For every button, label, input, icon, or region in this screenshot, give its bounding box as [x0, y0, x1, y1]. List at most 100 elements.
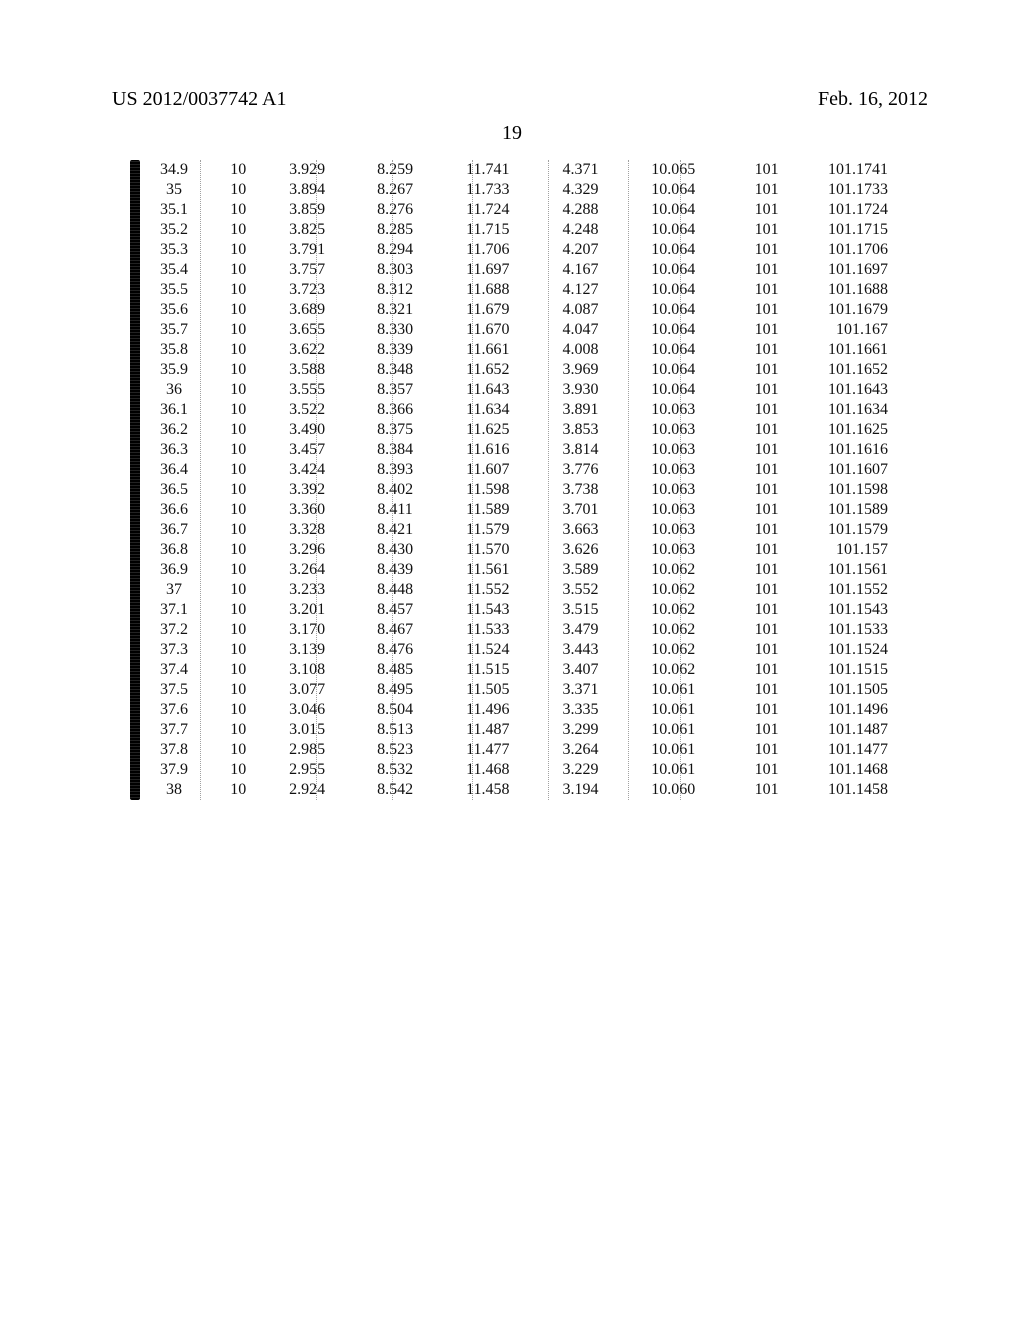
- table-cell: 8.259: [350, 160, 440, 180]
- table-cell: 37: [136, 580, 212, 600]
- table-cell: 10: [212, 380, 264, 400]
- table-cell: 4.167: [535, 260, 625, 280]
- table-cell: 101: [721, 180, 783, 200]
- table-cell: 101: [721, 440, 783, 460]
- table-cell: 3.443: [535, 640, 625, 660]
- table-row: 36103.5558.35711.6433.93010.064101101.16…: [136, 380, 892, 400]
- table-cell: 3.589: [535, 560, 625, 580]
- table-cell: 101.1533: [783, 620, 892, 640]
- table-cell: 10: [212, 220, 264, 240]
- table-cell: 10: [212, 660, 264, 680]
- table-row: 37.1103.2018.45711.5433.51510.062101101.…: [136, 600, 892, 620]
- table-cell: 3.655: [264, 320, 350, 340]
- table-cell: 8.294: [350, 240, 440, 260]
- table-cell: 10: [212, 560, 264, 580]
- publication-number: US 2012/0037742 A1: [112, 88, 286, 111]
- table-cell: 2.924: [264, 780, 350, 800]
- table-cell: 101: [721, 640, 783, 660]
- table-row: 35.8103.6228.33911.6614.00810.064101101.…: [136, 340, 892, 360]
- table-cell: 8.366: [350, 400, 440, 420]
- table-cell: 10: [212, 180, 264, 200]
- table-cell: 8.339: [350, 340, 440, 360]
- table-cell: 10.061: [626, 740, 721, 760]
- table-cell: 35: [136, 180, 212, 200]
- table-cell: 10.062: [626, 660, 721, 680]
- table-cell: 10.062: [626, 560, 721, 580]
- table-cell: 101.1634: [783, 400, 892, 420]
- table-cell: 3.296: [264, 540, 350, 560]
- page: US 2012/0037742 A1 Feb. 16, 2012 19 34.9…: [0, 0, 1024, 1320]
- table-cell: 101.1706: [783, 240, 892, 260]
- data-table-wrap: 34.9103.9298.25911.7414.37110.065101101.…: [136, 160, 892, 800]
- table-cell: 11.496: [440, 700, 535, 720]
- table-cell: 101: [721, 780, 783, 800]
- table-cell: 11.589: [440, 500, 535, 520]
- table-cell: 3.738: [535, 480, 625, 500]
- table-cell: 36.8: [136, 540, 212, 560]
- table-cell: 11.652: [440, 360, 535, 380]
- table-cell: 11.515: [440, 660, 535, 680]
- table-cell: 10.064: [626, 200, 721, 220]
- table-cell: 38: [136, 780, 212, 800]
- table-cell: 10: [212, 360, 264, 380]
- table-cell: 101: [721, 480, 783, 500]
- table-row: 35.4103.7578.30311.6974.16710.064101101.…: [136, 260, 892, 280]
- table-cell: 101: [721, 680, 783, 700]
- table-cell: 10: [212, 420, 264, 440]
- table-cell: 10.063: [626, 540, 721, 560]
- table-cell: 8.467: [350, 620, 440, 640]
- table-cell: 101.1458: [783, 780, 892, 800]
- table-row: 37.2103.1708.46711.5333.47910.062101101.…: [136, 620, 892, 640]
- table-cell: 8.523: [350, 740, 440, 760]
- table-cell: 8.495: [350, 680, 440, 700]
- table-row: 35103.8948.26711.7334.32910.064101101.17…: [136, 180, 892, 200]
- table-cell: 101.1477: [783, 740, 892, 760]
- table-cell: 35.8: [136, 340, 212, 360]
- table-cell: 10.064: [626, 320, 721, 340]
- table-cell: 11.733: [440, 180, 535, 200]
- table-cell: 101: [721, 360, 783, 380]
- table-cell: 11.533: [440, 620, 535, 640]
- table-cell: 101.1679: [783, 300, 892, 320]
- table-cell: 4.008: [535, 340, 625, 360]
- table-cell: 10: [212, 720, 264, 740]
- table-cell: 11.643: [440, 380, 535, 400]
- table-cell: 10.065: [626, 160, 721, 180]
- table-cell: 3.814: [535, 440, 625, 460]
- table-cell: 3.776: [535, 460, 625, 480]
- table-cell: 3.490: [264, 420, 350, 440]
- table-cell: 10.062: [626, 600, 721, 620]
- table-cell: 2.955: [264, 760, 350, 780]
- table-cell: 8.348: [350, 360, 440, 380]
- table-cell: 10: [212, 520, 264, 540]
- table-cell: 11.570: [440, 540, 535, 560]
- table-cell: 3.407: [535, 660, 625, 680]
- table-cell: 10: [212, 580, 264, 600]
- table-cell: 11.524: [440, 640, 535, 660]
- table-cell: 3.859: [264, 200, 350, 220]
- table-cell: 101: [721, 600, 783, 620]
- table-cell: 8.393: [350, 460, 440, 480]
- page-number: 19: [0, 122, 1024, 145]
- table-row: 36.4103.4248.39311.6073.77610.063101101.…: [136, 460, 892, 480]
- table-cell: 11.679: [440, 300, 535, 320]
- table-cell: 10: [212, 700, 264, 720]
- table-cell: 10.061: [626, 680, 721, 700]
- table-cell: 10: [212, 300, 264, 320]
- table-cell: 101.1589: [783, 500, 892, 520]
- table-cell: 11.661: [440, 340, 535, 360]
- table-row: 35.9103.5888.34811.6523.96910.064101101.…: [136, 360, 892, 380]
- table-cell: 3.077: [264, 680, 350, 700]
- table-cell: 8.430: [350, 540, 440, 560]
- table-cell: 10.062: [626, 580, 721, 600]
- table-row: 36.7103.3288.42111.5793.66310.063101101.…: [136, 520, 892, 540]
- table-cell: 10: [212, 740, 264, 760]
- table-cell: 8.421: [350, 520, 440, 540]
- table-cell: 101: [721, 280, 783, 300]
- table-cell: 101: [721, 300, 783, 320]
- table-cell: 101.1688: [783, 280, 892, 300]
- table-cell: 101: [721, 520, 783, 540]
- table-cell: 10: [212, 340, 264, 360]
- table-cell: 3.930: [535, 380, 625, 400]
- table-cell: 4.127: [535, 280, 625, 300]
